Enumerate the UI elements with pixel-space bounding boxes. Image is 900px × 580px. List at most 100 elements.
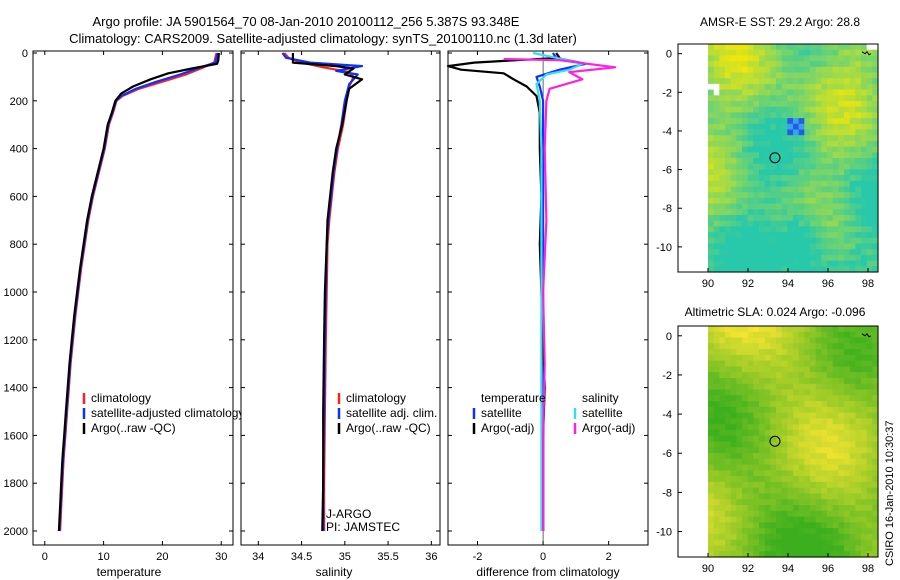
heatmap-cell: [776, 470, 783, 477]
heatmap-cell: [832, 146, 839, 153]
heatmap-cell: [708, 237, 715, 245]
heatmap-cell: [861, 389, 868, 396]
heatmap-cell: [844, 169, 851, 176]
heatmap-cell: [815, 209, 822, 216]
heatmap-cell: [872, 197, 879, 205]
heatmap-cell: [798, 186, 805, 193]
heatmap-cell: [776, 378, 783, 385]
heatmap-cell: [736, 458, 743, 466]
heatmap-cell: [742, 326, 749, 333]
heatmap-cell: [759, 326, 766, 333]
heatmap-cell: [866, 326, 873, 333]
heatmap-cell: [861, 453, 868, 460]
heatmap-cell: [725, 163, 732, 170]
heatmap-cell: [821, 447, 828, 454]
heatmap-cell: [827, 78, 834, 85]
heatmap-cell: [730, 95, 737, 102]
heatmap-cell: [787, 118, 794, 125]
heatmap-cell: [793, 118, 800, 125]
heatmap-cell: [708, 510, 715, 518]
legend-entry: satellite adj. clim.: [346, 406, 437, 420]
heatmap-cell: [736, 186, 743, 193]
heatmap-cell: [747, 197, 754, 205]
heatmap-cell: [787, 464, 794, 471]
heatmap-cell: [736, 260, 743, 267]
heatmap-cell: [832, 66, 839, 74]
heatmap-cell: [730, 232, 737, 239]
argo-position-marker: [769, 435, 781, 447]
heatmap-cell: [736, 123, 743, 131]
heatmap-cell: [730, 152, 737, 159]
heatmap-cell: [747, 226, 754, 233]
heatmap-cell: [753, 61, 760, 68]
heatmap-cell: [866, 175, 873, 182]
heatmap-cell: [810, 395, 817, 402]
heatmap-cell: [759, 401, 766, 408]
heatmap-cell: [866, 429, 873, 437]
heatmap-cell: [781, 254, 788, 262]
heatmap-cell: [764, 66, 771, 74]
heatmap-cell: [821, 163, 828, 170]
heatmap-cell: [742, 354, 749, 362]
heatmap-cell: [844, 89, 851, 96]
heatmap-cell: [719, 146, 726, 153]
heatmap-cell: [815, 441, 822, 448]
heatmap-cell: [753, 260, 760, 267]
heatmap-cell: [736, 226, 743, 233]
heatmap-cell: [708, 44, 715, 51]
plot-frame: [447, 50, 649, 546]
heatmap-cell: [713, 326, 720, 333]
heatmap-cell: [736, 249, 743, 256]
heatmap-cell: [810, 72, 817, 79]
heatmap-cell: [764, 89, 771, 96]
heatmap-cell: [866, 44, 873, 51]
heatmap-cell: [810, 337, 817, 344]
heatmap-cell: [832, 383, 839, 391]
heatmap-cell: [776, 220, 783, 227]
heatmap-cell: [815, 487, 822, 495]
heatmap-cell: [844, 232, 851, 239]
heatmap-cell: [781, 349, 788, 356]
heatmap-cell: [810, 418, 817, 425]
heatmap-cell: [759, 383, 766, 391]
heatmap-cell: [804, 197, 811, 205]
heatmap-cell: [844, 470, 851, 477]
heatmap-cell: [781, 383, 788, 391]
heatmap-cell: [725, 551, 732, 558]
coastline: [861, 333, 872, 338]
heatmap-cell: [787, 429, 794, 437]
heatmap-cell: [798, 220, 805, 227]
heatmap-cell: [793, 249, 800, 256]
heatmap-cell: [855, 545, 862, 552]
heatmap-cell: [855, 61, 862, 68]
heatmap-cell: [804, 395, 811, 402]
heatmap-cell: [844, 378, 851, 385]
heatmap-cell: [793, 186, 800, 193]
heatmap-cell: [810, 510, 817, 518]
heatmap-cell: [776, 551, 783, 558]
heatmap-cell: [849, 123, 856, 131]
heatmap-cell: [866, 106, 873, 113]
heatmap-cell: [725, 343, 732, 350]
heatmap-cell: [753, 209, 760, 216]
heatmap-cell: [708, 197, 715, 205]
heatmap-cell: [742, 135, 749, 142]
heatmap-cell: [872, 66, 879, 74]
heatmap-cell: [787, 401, 794, 408]
heatmap-cell: [742, 61, 749, 68]
heatmap-cell: [821, 383, 828, 391]
heatmap-cell: [838, 372, 845, 379]
heatmap-cell: [832, 476, 839, 483]
heatmap-cell: [815, 435, 822, 443]
heatmap-cell: [872, 95, 879, 102]
heatmap-cell: [708, 360, 715, 367]
heatmap-cell: [821, 453, 828, 460]
heatmap-cell: [747, 453, 754, 460]
heatmap-cell: [798, 395, 805, 402]
heatmap-cell: [849, 237, 856, 245]
heatmap-cell: [849, 66, 856, 74]
heatmap-cell: [832, 260, 839, 267]
heatmap-cell: [725, 383, 732, 391]
heatmap-cell: [821, 435, 828, 443]
heatmap-cell: [742, 516, 749, 523]
